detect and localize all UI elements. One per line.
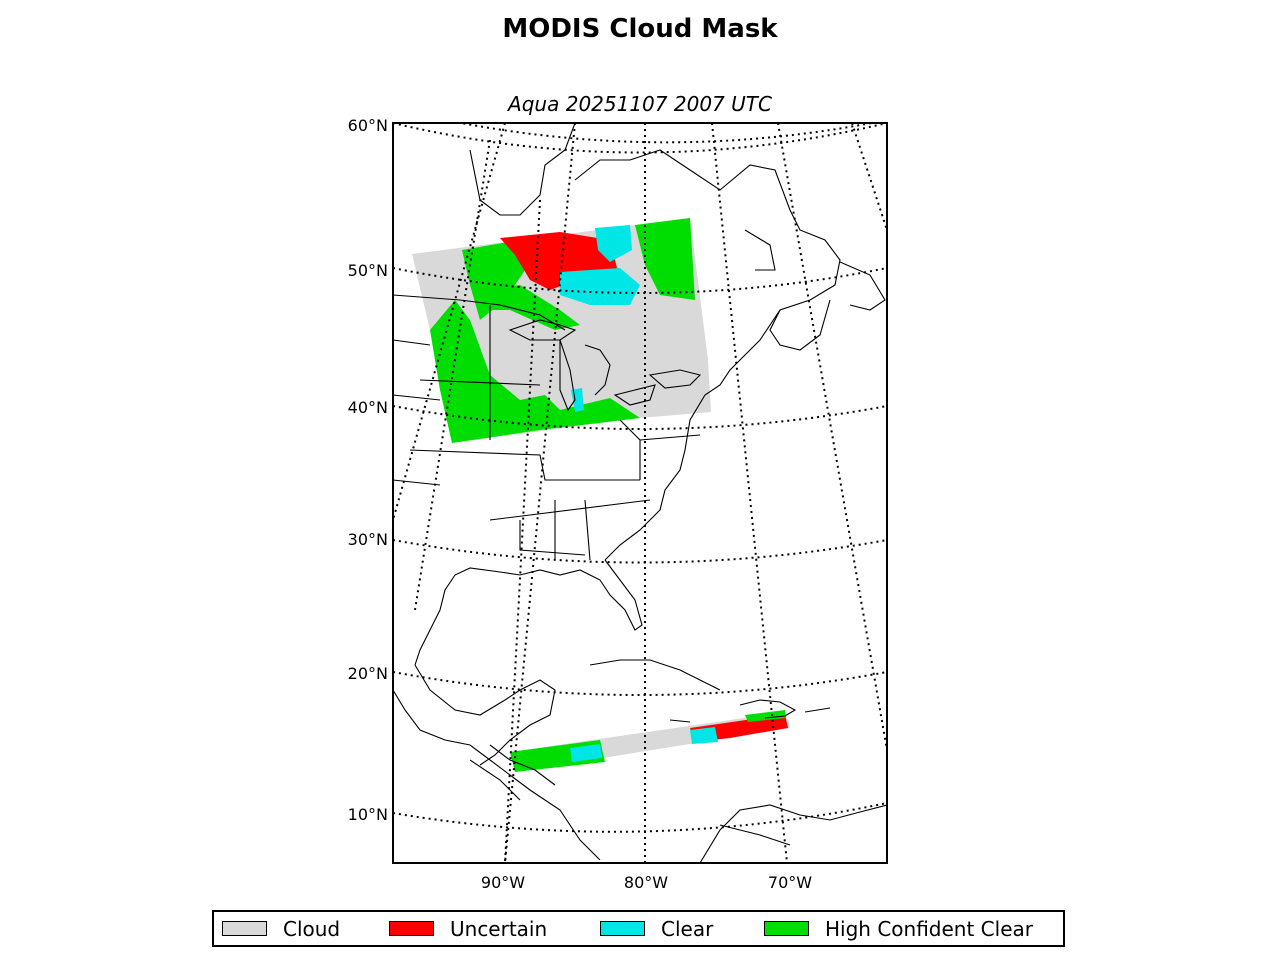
parallel-10: [393, 802, 887, 833]
graticule: [393, 123, 887, 863]
legend-swatch-high-confident-clear: [764, 921, 809, 936]
swath-south-highclear-east: [745, 710, 786, 722]
meridian-65w: [851, 123, 887, 231]
legend-item-high-confident-clear: High Confident Clear: [764, 912, 1033, 945]
swath-north-clear-top: [595, 225, 632, 262]
legend-label-clear: Clear: [661, 916, 714, 941]
parallel-20: [393, 671, 887, 696]
coastlines: [393, 123, 887, 863]
legend-item-clear: Clear: [600, 912, 713, 945]
swath-south-clear: [570, 744, 602, 762]
lat-label-10: 10°N: [348, 805, 388, 824]
chart-title: MODIS Cloud Mask: [502, 14, 778, 44]
meridian-85w: [504, 199, 541, 863]
parallel-30: [393, 539, 887, 564]
legend-item-uncertain: Uncertain: [389, 912, 547, 945]
legend-swatch-uncertain: [389, 921, 434, 936]
legend-swatch-clear: [600, 921, 645, 936]
legend-swatch-cloud: [222, 921, 267, 936]
lon-label-90w: 90°W: [481, 873, 525, 892]
legend: Cloud Uncertain Clear High Confident Cle…: [212, 910, 1065, 947]
lat-label-50: 50°N: [348, 261, 388, 280]
map-frame: [392, 122, 888, 864]
swath-north-clear: [560, 268, 640, 305]
lon-label-80w: 80°W: [624, 873, 668, 892]
meridian-70w: [777, 123, 887, 751]
meridian-95w: [414, 139, 491, 611]
lon-label-70w: 70°W: [768, 873, 812, 892]
swath-north-highclear-west: [430, 300, 640, 443]
swath-north-uncertain: [500, 232, 620, 290]
legend-item-cloud: Cloud: [222, 912, 340, 945]
swath-south-clear-east: [690, 727, 718, 744]
lat-label-20: 20°N: [348, 664, 388, 683]
chart-subtitle: Aqua 20251107 2007 UTC: [508, 92, 772, 116]
swath-north-highclear-mid: [480, 285, 580, 330]
meridian-90w: [504, 123, 576, 863]
legend-label-uncertain: Uncertain: [450, 916, 548, 941]
lat-label-30: 30°N: [348, 530, 388, 549]
legend-label-cloud: Cloud: [283, 916, 341, 941]
meridian-75w: [711, 123, 788, 863]
meridian-100w: [393, 123, 506, 521]
lat-label-60: 60°N: [348, 116, 388, 135]
swath-north-highclear-ne: [635, 218, 695, 300]
lat-label-40: 40°N: [348, 398, 388, 417]
parallel-40: [393, 405, 887, 430]
swath-north-highclear-nw: [462, 240, 525, 320]
legend-label-high-confident-clear: High Confident Clear: [825, 916, 1033, 941]
